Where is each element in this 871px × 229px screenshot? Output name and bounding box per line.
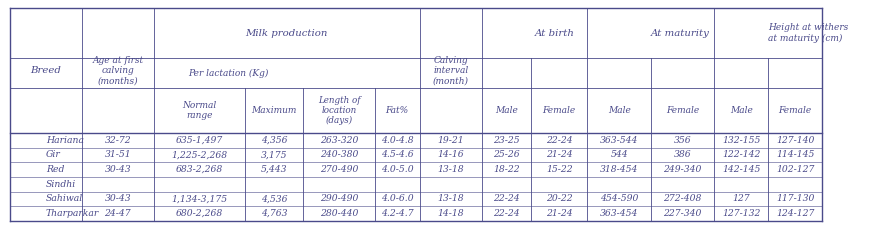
Text: At maturity: At maturity bbox=[651, 29, 710, 38]
Text: 31-51: 31-51 bbox=[105, 150, 131, 159]
Text: 114-145: 114-145 bbox=[776, 150, 814, 159]
Text: 25-26: 25-26 bbox=[493, 150, 520, 159]
Text: 23-25: 23-25 bbox=[493, 136, 520, 145]
Text: 102-127: 102-127 bbox=[776, 165, 814, 174]
Text: 14-16: 14-16 bbox=[438, 150, 464, 159]
Text: 132-155: 132-155 bbox=[722, 136, 760, 145]
Text: Tharparkar: Tharparkar bbox=[46, 209, 99, 218]
Text: 30-43: 30-43 bbox=[105, 194, 131, 203]
Text: 4.5-4.6: 4.5-4.6 bbox=[381, 150, 414, 159]
Text: 24-47: 24-47 bbox=[105, 209, 131, 218]
Text: Normal
range: Normal range bbox=[182, 101, 217, 120]
Text: 4,536: 4,536 bbox=[261, 194, 287, 203]
Text: Fat%: Fat% bbox=[386, 106, 408, 115]
Text: 21-24: 21-24 bbox=[546, 150, 572, 159]
Text: 240-380: 240-380 bbox=[320, 150, 358, 159]
Text: Per lactation (Kg): Per lactation (Kg) bbox=[188, 69, 269, 78]
Text: 386: 386 bbox=[674, 150, 692, 159]
Text: 20-22: 20-22 bbox=[546, 194, 572, 203]
Text: 4.0-5.0: 4.0-5.0 bbox=[381, 165, 414, 174]
Text: 1,134-3,175: 1,134-3,175 bbox=[172, 194, 227, 203]
Text: Sindhi: Sindhi bbox=[46, 180, 77, 189]
Text: 318-454: 318-454 bbox=[600, 165, 638, 174]
Text: Female: Female bbox=[543, 106, 576, 115]
Text: 280-440: 280-440 bbox=[320, 209, 358, 218]
Text: 22-24: 22-24 bbox=[546, 136, 572, 145]
Text: 683-2,268: 683-2,268 bbox=[176, 165, 223, 174]
Text: 363-454: 363-454 bbox=[600, 209, 638, 218]
Text: 544: 544 bbox=[611, 150, 628, 159]
Text: 1,225-2,268: 1,225-2,268 bbox=[172, 150, 227, 159]
Text: Gir: Gir bbox=[46, 150, 61, 159]
Text: 22-24: 22-24 bbox=[493, 194, 520, 203]
Text: 22-24: 22-24 bbox=[493, 209, 520, 218]
Text: Red: Red bbox=[46, 165, 64, 174]
Text: 635-1,497: 635-1,497 bbox=[176, 136, 223, 145]
Text: Breed: Breed bbox=[30, 66, 62, 75]
Text: 290-490: 290-490 bbox=[320, 194, 358, 203]
Text: 18-22: 18-22 bbox=[493, 165, 520, 174]
Text: 30-43: 30-43 bbox=[105, 165, 131, 174]
Text: 249-340: 249-340 bbox=[664, 165, 702, 174]
Text: 363-544: 363-544 bbox=[600, 136, 638, 145]
Text: Height at withers
at maturity (cm): Height at withers at maturity (cm) bbox=[768, 23, 848, 43]
Text: 13-18: 13-18 bbox=[438, 165, 464, 174]
Text: 356: 356 bbox=[674, 136, 692, 145]
Text: Male: Male bbox=[730, 106, 753, 115]
Text: 117-130: 117-130 bbox=[776, 194, 814, 203]
Text: 4.0-4.8: 4.0-4.8 bbox=[381, 136, 414, 145]
Text: 127-132: 127-132 bbox=[722, 209, 760, 218]
Text: Male: Male bbox=[608, 106, 631, 115]
Text: 680-2,268: 680-2,268 bbox=[176, 209, 223, 218]
Text: 270-490: 270-490 bbox=[320, 165, 358, 174]
Text: Age at first
calving
(months): Age at first calving (months) bbox=[92, 55, 144, 85]
Text: Calving
interval
(month): Calving interval (month) bbox=[433, 55, 469, 85]
Text: 4,763: 4,763 bbox=[261, 209, 287, 218]
Text: 4.2-4.7: 4.2-4.7 bbox=[381, 209, 414, 218]
Text: 127: 127 bbox=[733, 194, 750, 203]
Text: 3,175: 3,175 bbox=[261, 150, 287, 159]
Text: At birth: At birth bbox=[535, 29, 575, 38]
Text: 4,356: 4,356 bbox=[261, 136, 287, 145]
Text: Female: Female bbox=[666, 106, 699, 115]
Text: 5,443: 5,443 bbox=[261, 165, 287, 174]
Text: 15-22: 15-22 bbox=[546, 165, 572, 174]
Text: 4.0-6.0: 4.0-6.0 bbox=[381, 194, 414, 203]
Text: 21-24: 21-24 bbox=[546, 209, 572, 218]
Text: Length of
location
(days): Length of location (days) bbox=[318, 95, 361, 125]
Text: Hariana: Hariana bbox=[46, 136, 84, 145]
Text: Sahiwal: Sahiwal bbox=[46, 194, 84, 203]
Text: 13-18: 13-18 bbox=[438, 194, 464, 203]
Text: Maximum: Maximum bbox=[252, 106, 297, 115]
Text: 272-408: 272-408 bbox=[664, 194, 702, 203]
Text: 124-127: 124-127 bbox=[776, 209, 814, 218]
Text: 227-340: 227-340 bbox=[664, 209, 702, 218]
Text: 142-145: 142-145 bbox=[722, 165, 760, 174]
Text: 32-72: 32-72 bbox=[105, 136, 131, 145]
Text: 263-320: 263-320 bbox=[320, 136, 358, 145]
Text: Female: Female bbox=[779, 106, 812, 115]
Text: 127-140: 127-140 bbox=[776, 136, 814, 145]
Text: 454-590: 454-590 bbox=[600, 194, 638, 203]
Text: 19-21: 19-21 bbox=[438, 136, 464, 145]
Text: Male: Male bbox=[496, 106, 518, 115]
Text: Milk production: Milk production bbox=[246, 29, 328, 38]
Text: 14-18: 14-18 bbox=[438, 209, 464, 218]
Text: 122-142: 122-142 bbox=[722, 150, 760, 159]
